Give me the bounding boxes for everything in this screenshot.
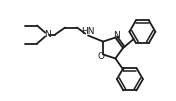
Text: O: O [98, 52, 105, 62]
Text: N: N [113, 31, 120, 39]
Text: N: N [44, 30, 51, 39]
Text: HN: HN [81, 27, 95, 36]
